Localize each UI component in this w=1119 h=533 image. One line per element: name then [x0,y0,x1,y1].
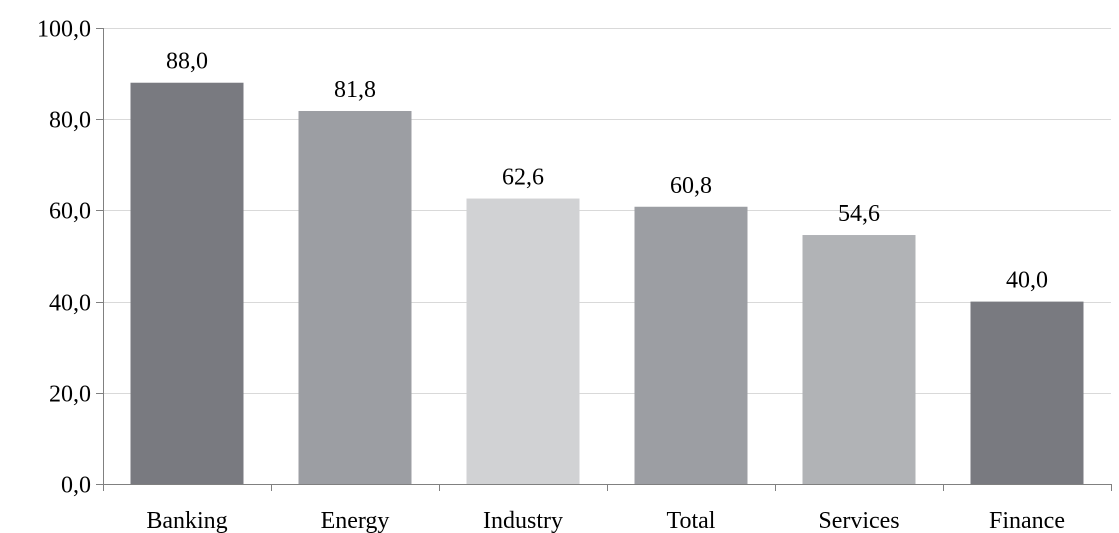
bar-industry [466,198,580,484]
bar-energy [298,110,412,484]
gridlines [103,28,1111,394]
bars [130,82,1084,484]
bar-banking [130,82,244,484]
bar-finance [970,301,1084,484]
x-tick-label-total: Total [667,508,716,533]
data-label-finance: 40,0 [1006,268,1048,294]
bar-total [634,206,748,484]
labels: 0,0 20,0 40,0 60,0 80,0 100,0 88,0 Banking 81,8 E… [37,17,1065,533]
x-tick-label-industry: Industry [483,508,563,533]
x-tick-label-finance: Finance [989,508,1065,533]
data-label-energy: 81,8 [334,77,376,103]
data-label-banking: 88,0 [166,49,208,75]
x-tick-label-energy: Energy [321,508,390,533]
y-tick-label: 20,0 [49,382,91,408]
y-tick-label: 80,0 [49,108,91,134]
data-label-services: 54,6 [838,201,880,227]
axes [96,28,1112,491]
y-tick-label: 40,0 [49,291,91,317]
data-label-total: 60,8 [670,173,712,199]
data-label-industry: 62,6 [502,165,544,191]
x-tick-label-banking: Banking [146,508,227,533]
y-tick-label: 100,0 [37,17,91,43]
y-tick-label: 60,0 [49,199,91,225]
x-tick-label-services: Services [818,508,899,533]
y-tick-label: 0,0 [61,473,91,499]
bar-services [802,235,916,484]
